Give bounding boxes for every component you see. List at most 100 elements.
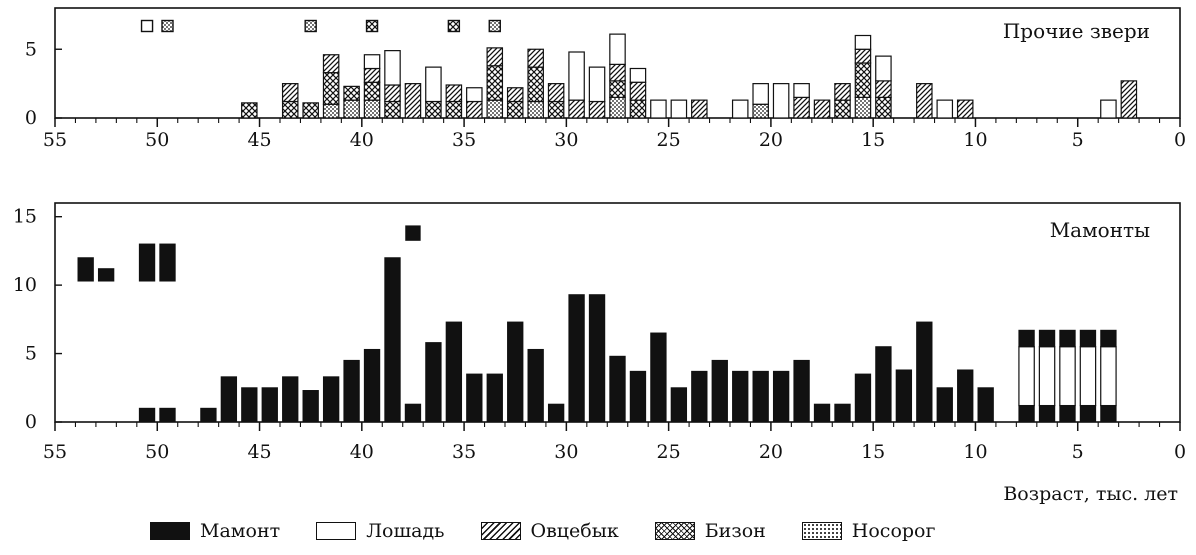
marker-empty (140, 19, 154, 33)
y-tick-label: 5 (25, 38, 37, 60)
bar-bison (547, 100, 565, 119)
bar-horse (752, 83, 769, 105)
bar-horse (936, 99, 954, 119)
marker-dots (304, 19, 317, 33)
x-tick-label: 55 (43, 441, 67, 463)
split-bar-top (1038, 329, 1056, 348)
marker-dots (488, 19, 501, 33)
y-tick-label: 0 (25, 107, 37, 129)
bar-bison (425, 100, 442, 119)
legend-label-bison: Бизон (704, 520, 766, 542)
legend-item-horse: Лошадь (316, 520, 445, 542)
bar-bison (834, 99, 851, 119)
bar-mammoth (670, 387, 688, 423)
bar-mammoth (916, 321, 933, 423)
bar-mammoth (772, 370, 790, 423)
bar-muskox (609, 63, 626, 82)
bar-mammoth (732, 370, 749, 423)
bar-mammoth (691, 370, 708, 423)
bar-mammoth (507, 321, 524, 423)
bar-muskox (466, 100, 483, 119)
bar-horse (650, 99, 667, 119)
bar-mammoth (711, 359, 728, 423)
bar-horse (384, 50, 401, 86)
y-tick-label: 10 (13, 274, 37, 296)
legend: Мамонт Лошадь Овцебык Бизон Носорог (150, 520, 971, 542)
bar-mammoth (220, 376, 238, 423)
x-tick-label: 15 (861, 441, 885, 463)
bar-rhino (363, 99, 381, 119)
bar-bison (343, 85, 360, 101)
bar-horse (1100, 99, 1117, 119)
bar-mammoth (322, 376, 340, 423)
legend-label-horse: Лошадь (366, 520, 445, 542)
x-tick-label: 5 (1072, 441, 1084, 463)
split-bar-bottom (1018, 405, 1035, 423)
legend-item-rhino: Носорог (801, 520, 935, 542)
bar-muskox (691, 99, 708, 119)
bar-rhino (322, 103, 340, 119)
legend-swatch-rhino (801, 522, 842, 540)
bar-mammoth (650, 332, 667, 423)
bar-horse (629, 67, 647, 83)
bar-muskox (793, 96, 810, 119)
bar-mammoth (936, 387, 953, 423)
range-bar-mammoth (138, 243, 156, 282)
x-tick-label: 30 (554, 129, 578, 151)
bar-mammoth (138, 407, 156, 423)
bar-rhino (609, 96, 626, 119)
bar-bison (302, 102, 319, 119)
bar-mammoth (793, 359, 810, 423)
split-bar-top (1059, 329, 1076, 348)
bar-mammoth (343, 359, 360, 423)
split-bar-bottom (1059, 405, 1076, 423)
x-tick-label: 25 (657, 441, 681, 463)
bar-bison (875, 96, 892, 119)
x-tick-label: 45 (247, 441, 271, 463)
bar-muskox (956, 99, 974, 119)
bar-muskox (813, 99, 831, 119)
x-tick-label: 20 (759, 441, 783, 463)
bar-mammoth (854, 373, 872, 423)
bar-muskox (527, 48, 544, 68)
legend-swatch-muskox (480, 522, 521, 540)
split-bar-middle (1079, 346, 1097, 407)
panel-title: Мамонты (1050, 218, 1150, 242)
bar-mammoth (466, 373, 483, 423)
x-tick-label: 50 (145, 441, 169, 463)
legend-swatch-horse (316, 522, 357, 540)
split-bar-bottom (1079, 405, 1097, 423)
y-tick-label: 15 (13, 206, 37, 228)
bar-mammoth (752, 370, 769, 423)
range-bar-mammoth (97, 268, 115, 282)
bar-muskox (629, 81, 647, 101)
x-tick-label: 25 (657, 129, 681, 151)
bar-mammoth (588, 294, 606, 423)
bar-mammoth (241, 387, 258, 423)
bar-horse (875, 55, 892, 82)
bar-muskox (404, 83, 422, 119)
bar-mammoth (261, 387, 278, 423)
bar-horse (670, 99, 688, 119)
split-bar-middle (1038, 346, 1056, 407)
split-bar-top (1100, 329, 1117, 348)
bar-muskox (506, 87, 524, 103)
marker-dots (161, 19, 174, 33)
bar-mammoth (547, 403, 565, 423)
bar-horse (466, 87, 483, 103)
bar-muskox (854, 48, 872, 64)
bar-horse (588, 66, 606, 103)
x-tick-label: 10 (963, 441, 987, 463)
range-bar-mammoth (77, 257, 94, 282)
bar-muskox (322, 54, 340, 74)
split-bar-middle (1100, 346, 1117, 407)
bar-muskox (588, 100, 606, 119)
bar-mammoth (282, 376, 299, 423)
split-bar-middle (1059, 346, 1076, 407)
bar-mammoth (200, 407, 217, 423)
bar-rhino (486, 99, 504, 119)
bar-bison (609, 80, 626, 98)
x-tick-label: 45 (247, 129, 271, 151)
